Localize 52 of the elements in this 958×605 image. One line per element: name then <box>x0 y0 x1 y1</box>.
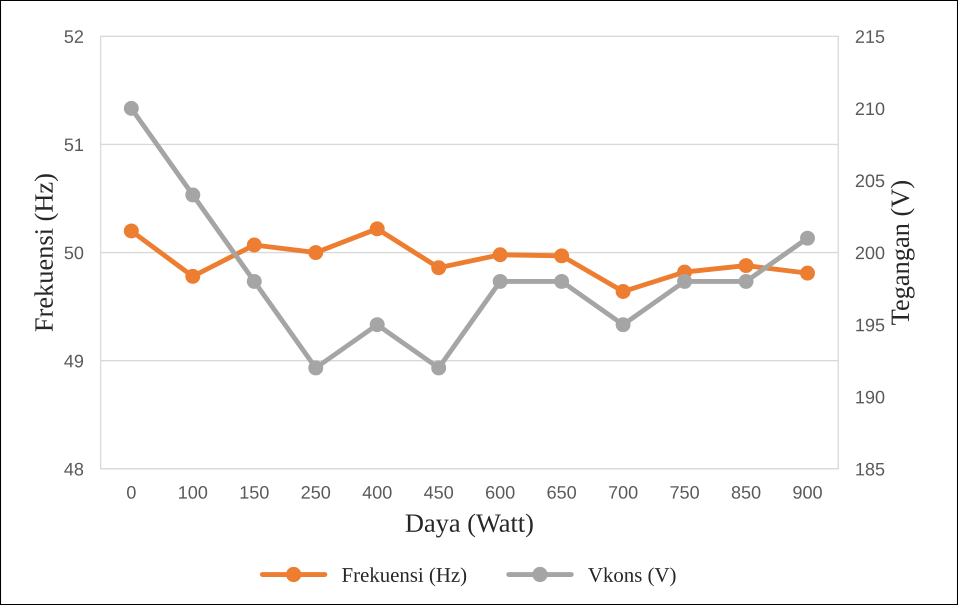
point <box>800 230 815 246</box>
x-tick-label: 400 <box>362 486 392 499</box>
y-tick-label: 49 <box>64 354 84 368</box>
x-tick-label: 750 <box>670 486 699 499</box>
x-tick-label: 850 <box>732 486 760 499</box>
point <box>124 223 139 238</box>
y2-tick-label: 185 <box>856 462 884 476</box>
y-tick-label: 48 <box>64 462 84 476</box>
y-axis-title: Frekuensi (Hz) <box>34 174 58 332</box>
x-tick-label: 650 <box>547 486 576 499</box>
point <box>616 317 631 332</box>
point <box>800 266 815 281</box>
x-tick-label: 700 <box>608 486 638 499</box>
y2-tick-label: 195 <box>856 318 884 332</box>
y2-tick-label: 190 <box>856 390 884 404</box>
point <box>492 274 508 289</box>
point <box>554 274 570 289</box>
point <box>370 317 385 332</box>
point <box>677 274 692 289</box>
y-tick-label: 52 <box>64 30 84 44</box>
x-tick-label: 100 <box>179 486 208 499</box>
x-axis-title: Daya (Watt) <box>406 513 533 538</box>
point <box>308 360 324 376</box>
y2-tick-label: 210 <box>856 102 884 116</box>
y2-tick-label: 205 <box>856 174 884 188</box>
point <box>124 100 139 116</box>
x-tick-label: 600 <box>486 486 515 499</box>
point <box>185 187 200 202</box>
x-tick-label: 450 <box>424 486 454 499</box>
y2-tick-label: 215 <box>856 30 884 44</box>
x-tick-label: 150 <box>240 486 269 499</box>
point <box>616 284 631 299</box>
y2-tick-label: 200 <box>856 246 884 260</box>
legend-label: Frekuensi (Hz) <box>342 567 466 586</box>
y-tick-label: 50 <box>64 246 84 260</box>
point <box>246 238 262 252</box>
y2-axis-title: Tegangan (V) <box>890 181 915 325</box>
point <box>738 258 754 274</box>
point <box>431 260 446 276</box>
x-tick-label: 900 <box>793 486 822 499</box>
point <box>431 360 446 376</box>
point <box>308 245 324 260</box>
x-tick-label: 250 <box>302 486 330 499</box>
point <box>492 247 508 262</box>
point <box>185 268 200 284</box>
x-tick-label: 0 <box>127 486 136 499</box>
legend-label: Vkons (V) <box>588 567 676 586</box>
point <box>370 221 385 236</box>
point <box>738 274 754 289</box>
point <box>246 274 262 289</box>
y-tick-label: 51 <box>64 138 84 152</box>
point <box>554 248 570 264</box>
